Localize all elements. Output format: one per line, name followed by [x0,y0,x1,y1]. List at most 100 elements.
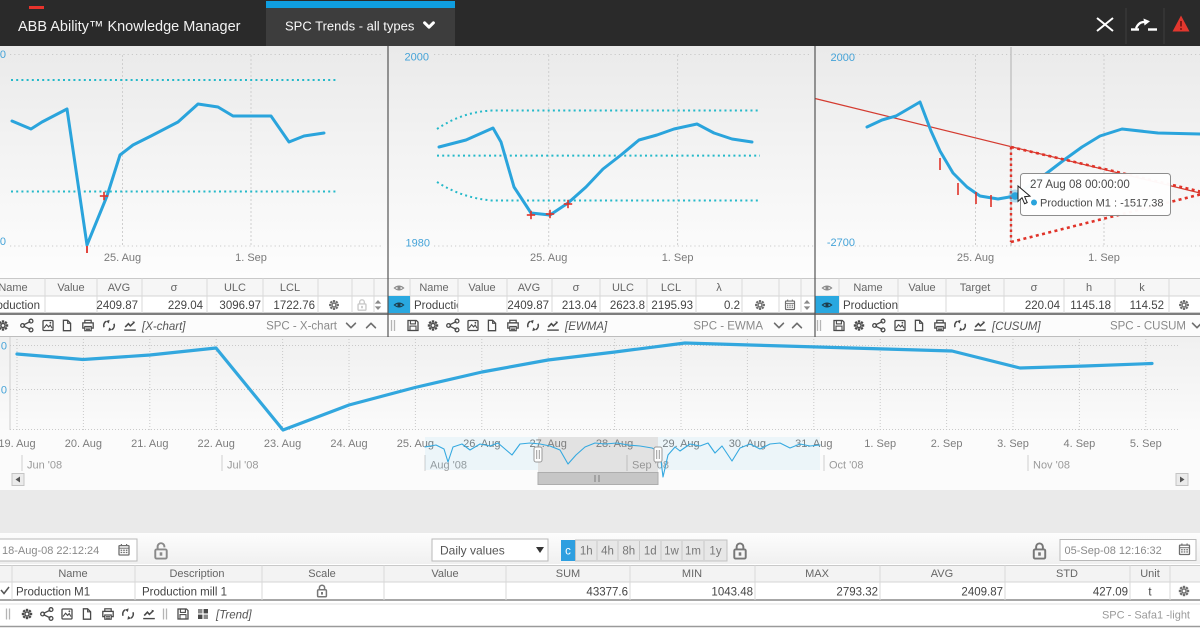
svg-text:4. Sep: 4. Sep [1063,438,1095,450]
svg-text:MIN: MIN [682,568,702,580]
svg-text:MAX: MAX [805,568,830,580]
svg-text:1. Sep: 1. Sep [864,438,896,450]
svg-text:25. Aug: 25. Aug [104,252,141,264]
svg-text:SPC - CUSUM: SPC - CUSUM [1110,321,1186,333]
svg-text:31. Aug: 31. Aug [795,438,832,450]
svg-text:SPC Trends - all types: SPC Trends - all types [285,19,415,34]
svg-text:h: h [1086,282,1092,294]
svg-text:Value: Value [57,282,84,294]
svg-text:1145.18: 1145.18 [1070,300,1111,312]
svg-text:1h: 1h [580,546,593,558]
svg-text:Production: Production [843,300,898,312]
svg-text:LCL: LCL [280,282,300,294]
svg-text:2409.87: 2409.87 [507,300,549,312]
svg-text:σ: σ [1031,282,1038,294]
svg-text:Jul '08: Jul '08 [227,460,258,472]
svg-text:05-Sep-08 12:16:32: 05-Sep-08 12:16:32 [1065,545,1162,557]
svg-text:0: 0 [1,341,7,353]
svg-text:1d: 1d [644,546,657,558]
svg-text:Aug '08: Aug '08 [430,460,467,472]
svg-text:Nov '08: Nov '08 [1033,460,1070,472]
svg-text:Value: Value [431,568,458,580]
svg-text:1043.48: 1043.48 [711,587,753,599]
svg-text:1. Sep: 1. Sep [235,252,267,264]
svg-text:σ: σ [573,282,580,294]
svg-text:1w: 1w [664,546,679,558]
svg-text:Target: Target [960,282,991,294]
svg-text:0.2: 0.2 [724,300,740,312]
svg-text:STD: STD [1056,568,1078,580]
svg-text:25. Aug: 25. Aug [530,252,567,264]
svg-text:25. Aug: 25. Aug [957,252,994,264]
svg-text:Name: Name [58,568,87,580]
svg-text:5. Sep: 5. Sep [1130,438,1162,450]
svg-text:[EWMA]: [EWMA] [564,321,608,333]
svg-text:27 Aug 08 00:00:00: 27 Aug 08 00:00:00 [1030,179,1130,191]
svg-text:213.04: 213.04 [562,300,598,312]
svg-text:1m: 1m [685,546,701,558]
svg-text:23. Aug: 23. Aug [264,438,301,450]
svg-text:AVG: AVG [108,282,130,294]
svg-text:0: 0 [1,385,7,397]
svg-text:LCL: LCL [661,282,681,294]
svg-text:Production M1 : -1517.38: Production M1 : -1517.38 [1040,198,1164,210]
svg-text:Scale: Scale [308,568,336,580]
svg-text:2195.93: 2195.93 [651,300,693,312]
svg-text:1y: 1y [709,546,721,558]
svg-text:22. Aug: 22. Aug [198,438,235,450]
svg-text:Value: Value [468,282,495,294]
svg-text:Value: Value [908,282,935,294]
svg-text:2000: 2000 [0,49,6,61]
svg-text:ULC: ULC [224,282,246,294]
svg-text:1980: 1980 [0,236,6,248]
svg-text:3096.97: 3096.97 [219,300,261,312]
svg-text:1. Sep: 1. Sep [662,252,694,264]
svg-text:Oct '08: Oct '08 [829,460,864,472]
svg-text:2793.32: 2793.32 [836,587,878,599]
svg-text:Description: Description [169,568,224,580]
svg-text:8h: 8h [622,546,635,558]
svg-text:Production: Production [0,300,40,312]
svg-text:2623.8: 2623.8 [610,300,645,312]
svg-text:1. Sep: 1. Sep [1088,252,1120,264]
svg-text:28. Aug: 28. Aug [596,438,633,450]
svg-text:c: c [565,546,571,558]
svg-text:SUM: SUM [556,568,580,580]
svg-text:19. Aug: 19. Aug [0,438,36,450]
svg-text:SPC - Safa1 -light: SPC - Safa1 -light [1102,610,1190,622]
svg-text:AVG: AVG [518,282,540,294]
svg-text:18-Aug-08 22:12:24: 18-Aug-08 22:12:24 [2,545,99,557]
svg-text:Production mill 1: Production mill 1 [142,587,227,599]
svg-text:21. Aug: 21. Aug [131,438,168,450]
svg-text:-2700: -2700 [827,237,855,249]
svg-text:[X-chart]: [X-chart] [141,321,186,333]
svg-text:Daily values: Daily values [440,544,505,558]
svg-text:ABB Ability™ Knowledge Manager: ABB Ability™ Knowledge Manager [18,19,241,35]
svg-text:Production: Production [414,300,469,312]
svg-text:220.04: 220.04 [1025,300,1061,312]
svg-text:SPC - EWMA: SPC - EWMA [693,321,763,333]
svg-text:3. Sep: 3. Sep [997,438,1029,450]
svg-text:229.04: 229.04 [168,300,204,312]
svg-text:Name: Name [853,282,882,294]
svg-text:ULC: ULC [612,282,634,294]
svg-text:k: k [1139,282,1145,294]
svg-text:2000: 2000 [405,52,429,64]
svg-text:t: t [1148,587,1152,599]
svg-text:σ: σ [171,282,178,294]
svg-text:Name: Name [419,282,448,294]
svg-text:Jun '08: Jun '08 [27,460,62,472]
svg-text:[Trend]: [Trend] [215,610,252,622]
svg-text:2000: 2000 [831,52,855,64]
svg-text:Unit: Unit [1140,568,1160,580]
svg-text:24. Aug: 24. Aug [330,438,367,450]
svg-text:20. Aug: 20. Aug [65,438,102,450]
svg-text:2409.87: 2409.87 [961,587,1003,599]
svg-text:114.52: 114.52 [1130,300,1164,312]
svg-text:2409.87: 2409.87 [96,300,138,312]
svg-text:Production M1: Production M1 [16,587,90,599]
svg-text:λ: λ [716,282,722,294]
svg-text:SPC - X-chart: SPC - X-chart [266,321,338,333]
svg-text:[CUSUM]: [CUSUM] [991,321,1041,333]
svg-text:Name: Name [0,282,28,294]
